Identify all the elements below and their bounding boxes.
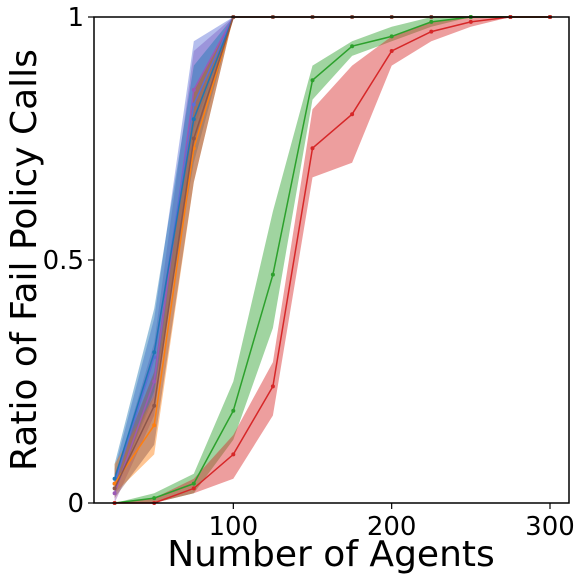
series-6-point <box>191 486 196 491</box>
series-4-point <box>191 136 196 141</box>
series-6-point <box>350 112 355 117</box>
series-6-point <box>389 49 394 53</box>
x-tick-label: 100 <box>209 512 259 542</box>
y-tick-label: 1 <box>67 3 84 33</box>
x-tick-label: 300 <box>525 512 575 542</box>
x-tick-label: 200 <box>367 512 417 542</box>
y-axis-label: Ratio of Fail Policy Calls <box>4 49 45 471</box>
series-6-point <box>310 146 315 151</box>
y-tick-label: 0 <box>67 489 84 519</box>
series-2-point <box>191 117 196 122</box>
series-6-point <box>429 29 434 34</box>
series-5-point <box>270 272 275 277</box>
series-0-point <box>152 379 157 384</box>
series-0-point <box>191 87 196 92</box>
series-6-line <box>114 16 550 504</box>
series-4-point <box>112 486 117 491</box>
series-5-point <box>231 408 236 413</box>
series-3-point <box>152 423 157 428</box>
x-axis-ticks: 100 200 300 <box>209 503 575 542</box>
y-axis-ticks: 00.51 <box>43 3 94 519</box>
y-tick-label: 0.5 <box>43 246 84 276</box>
series-0-point <box>112 491 117 496</box>
series-3-line <box>113 16 550 485</box>
series-5-point <box>429 19 434 24</box>
series-6-point <box>468 19 473 24</box>
series-6-point <box>270 384 275 389</box>
series-5-point <box>389 34 394 39</box>
series-6-point <box>231 452 236 457</box>
series-4-point <box>152 403 157 408</box>
x-axis-label: Number of Agents <box>167 534 495 575</box>
series-2-point <box>152 350 157 355</box>
series-1-point <box>191 102 196 107</box>
series-6-band <box>114 17 550 503</box>
series-5-point <box>350 44 355 49</box>
series-2-point <box>112 476 117 481</box>
series-5-point <box>310 78 315 83</box>
confidence-bands <box>114 17 550 503</box>
series-5-point <box>191 481 196 486</box>
series-5-point <box>152 496 157 501</box>
